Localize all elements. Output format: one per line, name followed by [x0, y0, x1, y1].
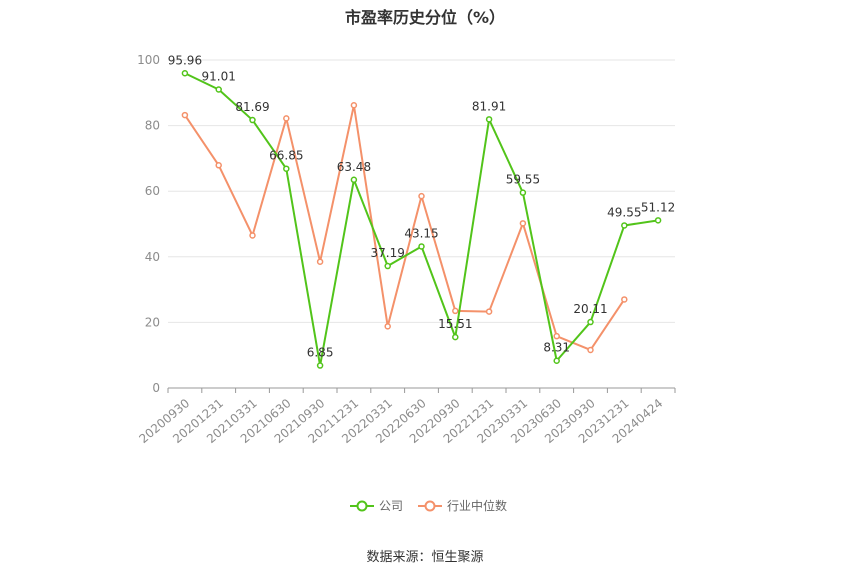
data-point[interactable] — [485, 308, 493, 315]
data-point[interactable] — [621, 222, 628, 229]
data-point[interactable] — [249, 232, 256, 239]
data-point[interactable] — [384, 262, 391, 270]
source-note: 数据来源：恒生聚源 — [366, 550, 484, 565]
y-tick-label: 60 — [145, 184, 160, 198]
y-tick-label: 80 — [145, 119, 160, 133]
data-label: 81.91 — [472, 99, 506, 113]
data-label: 8.31 — [543, 341, 570, 355]
data-label: 37.19 — [371, 246, 405, 260]
data-point[interactable] — [384, 323, 391, 330]
data-point[interactable] — [654, 217, 662, 224]
legend-label: 公司 — [379, 499, 403, 513]
series-line — [184, 104, 626, 351]
data-point[interactable] — [519, 220, 527, 227]
data-label: 49.55 — [607, 205, 641, 219]
data-point[interactable] — [587, 318, 594, 326]
y-tick-label: 20 — [145, 315, 160, 329]
axes: 0204060801002020093020201231202103312021… — [136, 53, 676, 446]
data-point[interactable] — [418, 243, 425, 250]
data-label: 43.15 — [404, 226, 438, 240]
legend-item[interactable]: 公司 — [350, 499, 403, 513]
series-layer — [181, 70, 662, 369]
data-point[interactable] — [452, 307, 459, 315]
data-label: 95.96 — [168, 53, 202, 67]
chart-title: 市盈率历史分位（%） — [344, 8, 506, 27]
data-point[interactable] — [350, 102, 358, 109]
series-line — [184, 72, 659, 367]
data-point[interactable] — [418, 192, 425, 200]
data-label: 51.12 — [641, 200, 675, 214]
data-point[interactable] — [485, 116, 493, 123]
data-point[interactable] — [316, 258, 324, 265]
data-point[interactable] — [316, 362, 324, 369]
data-point[interactable] — [553, 357, 560, 364]
legend-marker — [356, 500, 368, 512]
data-point[interactable] — [621, 296, 628, 303]
y-tick-label: 0 — [152, 381, 160, 395]
legend-marker — [424, 500, 436, 512]
data-label: 20.11 — [573, 302, 607, 316]
data-point[interactable] — [587, 346, 594, 354]
data-label: 66.85 — [269, 149, 303, 163]
data-point[interactable] — [181, 111, 189, 119]
data-point[interactable] — [215, 86, 222, 93]
data-point[interactable] — [452, 333, 459, 341]
data-label: 81.69 — [235, 100, 269, 114]
legend-item[interactable]: 行业中位数 — [418, 498, 507, 513]
data-point[interactable] — [283, 115, 290, 122]
data-point[interactable] — [215, 162, 222, 169]
data-label: 63.48 — [337, 160, 371, 174]
y-tick-label: 100 — [137, 53, 160, 67]
data-label: 6.85 — [307, 346, 334, 360]
data-label: 59.55 — [506, 173, 540, 187]
data-label: 15.51 — [438, 317, 472, 331]
data-point[interactable] — [249, 116, 256, 124]
data-point[interactable] — [553, 332, 560, 340]
legend[interactable]: 公司 行业中位数 — [350, 498, 507, 513]
data-point[interactable] — [283, 165, 290, 172]
data-point[interactable] — [350, 176, 358, 184]
data-point[interactable] — [181, 70, 189, 77]
legend-label: 行业中位数 — [447, 498, 507, 513]
y-tick-label: 40 — [145, 250, 160, 264]
data-label: 91.01 — [202, 69, 236, 83]
data-point[interactable] — [519, 189, 527, 196]
